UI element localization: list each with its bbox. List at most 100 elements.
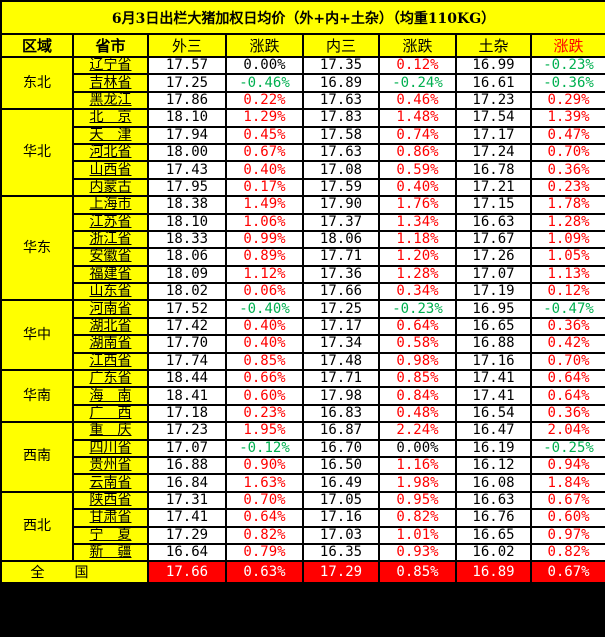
- province-cell: 北 京: [72, 108, 149, 128]
- tuza-change-cell: 1.13%: [529, 264, 605, 285]
- neisan-change-cell: 0.48%: [378, 403, 457, 424]
- header-change-waisan: 涨跌: [225, 33, 304, 58]
- waisan-change-cell: 0.67%: [225, 142, 304, 163]
- region-cell: 华东: [0, 195, 74, 302]
- waisan-change-cell: 0.64%: [225, 508, 304, 528]
- neisan-price-cell: 16.87: [302, 421, 380, 441]
- neisan-change-cell: 0.84%: [378, 386, 457, 406]
- waisan-price-cell: 17.43: [147, 160, 227, 180]
- neisan-price-cell: 17.63: [302, 142, 380, 163]
- tuza-change-cell: 0.36%: [529, 403, 605, 424]
- waisan-change-cell: 0.45%: [225, 125, 304, 145]
- province-cell: 广东省: [72, 369, 149, 389]
- header-change-neisan: 涨跌: [378, 33, 457, 58]
- neisan-price-cell: 16.50: [302, 455, 380, 476]
- table-row: 广 西 17.18 0.23% 16.83 0.48% 16.54 0.36%: [1, 403, 605, 424]
- neisan-change-cell: 2.24%: [378, 421, 457, 441]
- total-waisan-change-cell: 0.63%: [225, 560, 304, 585]
- tuza-price-cell: 17.15: [455, 195, 532, 215]
- neisan-price-cell: 17.90: [302, 195, 380, 215]
- tuza-change-cell: 0.94%: [529, 455, 605, 476]
- waisan-change-cell: 0.60%: [225, 386, 304, 406]
- neisan-price-cell: 17.35: [302, 55, 380, 76]
- header-tuza: 土杂: [455, 33, 532, 58]
- tuza-price-cell: 17.16: [455, 351, 532, 372]
- waisan-price-cell: 17.70: [147, 334, 227, 354]
- neisan-change-cell: 0.40%: [378, 177, 457, 198]
- waisan-price-cell: 17.41: [147, 508, 227, 528]
- tuza-change-cell: -0.36%: [529, 73, 605, 93]
- waisan-change-cell: 0.23%: [225, 403, 304, 424]
- waisan-change-cell: 1.95%: [225, 421, 304, 441]
- province-cell: 福建省: [72, 264, 149, 285]
- neisan-price-cell: 17.83: [302, 108, 380, 128]
- region-cell: 西南: [0, 421, 74, 493]
- region-cell: 华南: [0, 369, 74, 424]
- tuza-price-cell: 16.02: [455, 542, 532, 563]
- waisan-change-cell: 0.79%: [225, 542, 304, 563]
- neisan-change-cell: 1.28%: [378, 264, 457, 285]
- neisan-price-cell: 16.35: [302, 542, 380, 563]
- neisan-change-cell: 1.16%: [378, 455, 457, 476]
- tuza-price-cell: 16.95: [455, 299, 532, 319]
- table-row: 华中 河南省 17.52 -0.40% 17.25 -0.23% 16.95 -0.47%: [0, 299, 605, 372]
- neisan-change-cell: 1.34%: [378, 212, 457, 232]
- province-cell: 新 疆: [72, 542, 149, 563]
- neisan-price-cell: 17.36: [302, 264, 380, 285]
- table-row: 云南省 16.84 1.63% 16.49 1.98% 16.08 1.84%: [1, 473, 605, 493]
- tuza-change-cell: 0.36%: [529, 160, 605, 180]
- neisan-change-cell: -0.24%: [378, 73, 457, 93]
- tuza-change-cell: 1.39%: [529, 108, 605, 128]
- total-row: 全国 17.66 0.63% 17.29 0.85% 16.89 0.67%: [0, 560, 605, 585]
- neisan-price-cell: 17.25: [302, 299, 380, 319]
- table-row: 贵州省 16.88 0.90% 16.50 1.16% 16.12 0.94%: [1, 455, 605, 476]
- region-cell: 西北: [0, 490, 74, 563]
- tuza-change-cell: 1.09%: [529, 229, 605, 250]
- table-row: 内蒙古 17.95 0.17% 17.59 0.40% 17.21 0.23%: [1, 177, 605, 198]
- total-waisan-price-cell: 17.66: [147, 560, 227, 585]
- neisan-change-cell: -0.23%: [378, 299, 457, 319]
- province-cell: 重 庆: [72, 421, 149, 441]
- total-tuza-price-cell: 16.89: [455, 560, 532, 585]
- waisan-change-cell: 1.49%: [225, 195, 304, 215]
- table-row: 宁 夏 17.29 0.82% 17.03 1.01% 16.65 0.97%: [1, 525, 605, 545]
- tuza-price-cell: 16.54: [455, 403, 532, 424]
- header-province: 省市: [72, 33, 149, 58]
- province-cell: 海 南: [72, 386, 149, 406]
- table-row: 黑龙江 17.86 0.22% 17.63 0.46% 17.23 0.29%: [1, 90, 605, 111]
- neisan-change-cell: 0.86%: [378, 142, 457, 163]
- tuza-price-cell: 16.63: [455, 212, 532, 232]
- neisan-change-cell: 0.59%: [378, 160, 457, 180]
- province-cell: 甘肃省: [72, 508, 149, 528]
- neisan-change-cell: 0.58%: [378, 334, 457, 354]
- waisan-change-cell: 0.22%: [225, 90, 304, 111]
- waisan-price-cell: 18.02: [147, 282, 227, 302]
- table-row: 江西省 17.74 0.85% 17.48 0.98% 17.16 0.70%: [1, 351, 605, 372]
- waisan-change-cell: 0.66%: [225, 369, 304, 389]
- table-row: 甘肃省 17.41 0.64% 17.16 0.82% 16.76 0.60%: [1, 508, 605, 528]
- table-title: 6月3日出栏大猪加权日均价（外+内+土杂）（均重110KG）: [0, 0, 605, 35]
- tuza-price-cell: 17.54: [455, 108, 532, 128]
- province-cell: 河北省: [72, 142, 149, 163]
- tuza-change-cell: 1.78%: [529, 195, 605, 215]
- neisan-change-cell: 1.98%: [378, 473, 457, 493]
- neisan-price-cell: 17.17: [302, 316, 380, 337]
- province-cell: 陕西省: [72, 490, 149, 511]
- tuza-change-cell: -0.23%: [529, 55, 605, 76]
- table-row: 西北 陕西省 17.31 0.70% 17.05 0.95% 16.63 0.67%: [0, 490, 605, 563]
- province-cell: 辽宁省: [72, 55, 149, 76]
- neisan-price-cell: 17.58: [302, 125, 380, 145]
- tuza-price-cell: 17.21: [455, 177, 532, 198]
- waisan-price-cell: 17.23: [147, 421, 227, 441]
- tuza-price-cell: 16.65: [455, 316, 532, 337]
- table-row: 湖北省 17.42 0.40% 17.17 0.64% 16.65 0.36%: [1, 316, 605, 337]
- total-tuza-change-cell: 0.67%: [529, 560, 605, 585]
- waisan-price-cell: 16.64: [147, 542, 227, 563]
- tuza-price-cell: 17.23: [455, 90, 532, 111]
- waisan-change-cell: 0.40%: [225, 334, 304, 354]
- tuza-price-cell: 17.24: [455, 142, 532, 163]
- neisan-price-cell: 16.89: [302, 73, 380, 93]
- table-row: 西南重 庆 17.23 1.95% 16.87 2.24% 16.47 2.04%: [0, 421, 605, 493]
- neisan-change-cell: 0.98%: [378, 351, 457, 372]
